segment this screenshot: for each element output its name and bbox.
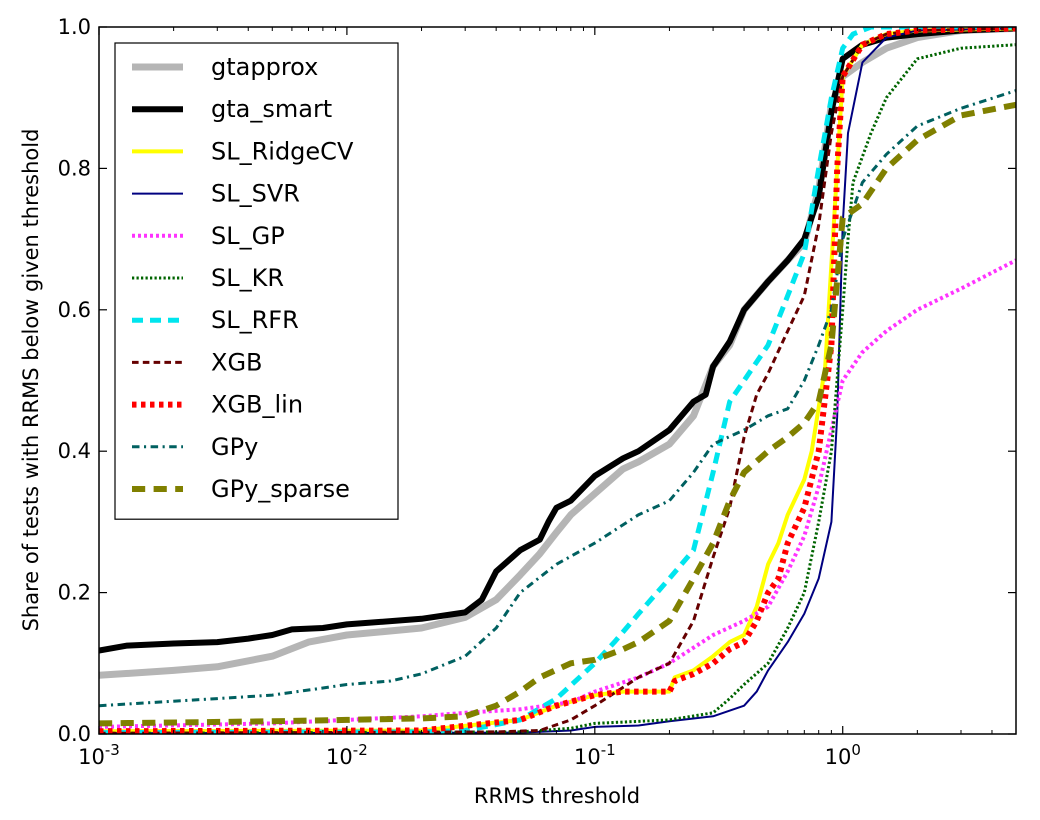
legend-label: SL_SVR	[211, 180, 300, 208]
x-tick-label: 100	[825, 741, 861, 769]
series-line-xgb	[99, 27, 1016, 734]
series-line-sl-kr	[99, 43, 1016, 734]
x-tick-label: 10-1	[574, 741, 616, 769]
y-tick-label: 0.8	[58, 156, 91, 180]
legend-label: gtapprox	[211, 53, 318, 81]
x-tick-label: 10-2	[326, 741, 368, 769]
ticks-layer: 10-3 10-2 10-1 100 0.0 0.2 0.4 0.6 0.8 1.0	[58, 15, 1017, 769]
legend-label: gta_smart	[211, 95, 332, 123]
series-line-sl-svr	[99, 27, 1016, 734]
legend-label: XGB	[211, 348, 263, 376]
legend: gtapprox gta_smart SL_RidgeCV SL_SVR SL_GP SL…	[114, 42, 399, 520]
series-line-gpy-sparse	[99, 101, 1016, 727]
legend-box	[114, 42, 399, 520]
legend-label: SL_GP	[211, 222, 285, 250]
plot-frame	[98, 26, 1017, 735]
y-axis-label: Share of tests with RRMS below given thr…	[19, 129, 43, 632]
legend-label: SL_KR	[211, 264, 284, 292]
y-tick-label: 1.0	[58, 15, 91, 39]
x-tick-label: 10-3	[78, 741, 120, 769]
y-tick-label: 0.0	[58, 722, 91, 746]
legend-label: SL_RFR	[211, 306, 299, 334]
series-line-gta-smart	[99, 27, 1016, 654]
y-tick-label: 0.6	[58, 298, 91, 322]
series-line-sl-rfr	[99, 27, 1016, 734]
legend-label: GPy	[211, 433, 258, 461]
y-tick-label: 0.2	[58, 581, 91, 605]
x-axis-label: RRMS threshold	[474, 784, 640, 808]
legend-label: GPy_sparse	[211, 475, 350, 503]
legend-label: XGB_lin	[211, 391, 303, 419]
series-layer	[99, 27, 1016, 734]
y-tick-label: 0.4	[58, 439, 91, 463]
legend-label: SL_RidgeCV	[211, 137, 354, 165]
